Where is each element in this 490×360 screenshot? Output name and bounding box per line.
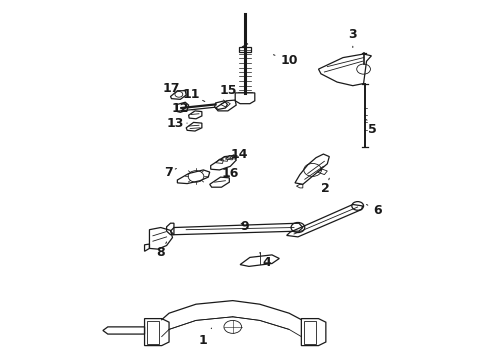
Text: 14: 14 — [230, 148, 248, 161]
Text: 7: 7 — [164, 166, 176, 179]
Text: 12: 12 — [172, 102, 194, 115]
Text: 10: 10 — [273, 54, 298, 67]
Text: 5: 5 — [367, 120, 377, 136]
Text: 6: 6 — [367, 204, 382, 217]
Text: 8: 8 — [156, 242, 167, 259]
Text: 16: 16 — [221, 167, 239, 180]
Text: 3: 3 — [348, 28, 357, 48]
Text: 15: 15 — [220, 84, 237, 100]
Text: 11: 11 — [182, 88, 205, 102]
Text: 9: 9 — [241, 220, 249, 233]
Text: 4: 4 — [260, 253, 271, 269]
Text: 1: 1 — [199, 328, 212, 347]
Text: 17: 17 — [163, 82, 185, 95]
Text: 13: 13 — [167, 117, 187, 130]
Text: 2: 2 — [321, 178, 330, 195]
